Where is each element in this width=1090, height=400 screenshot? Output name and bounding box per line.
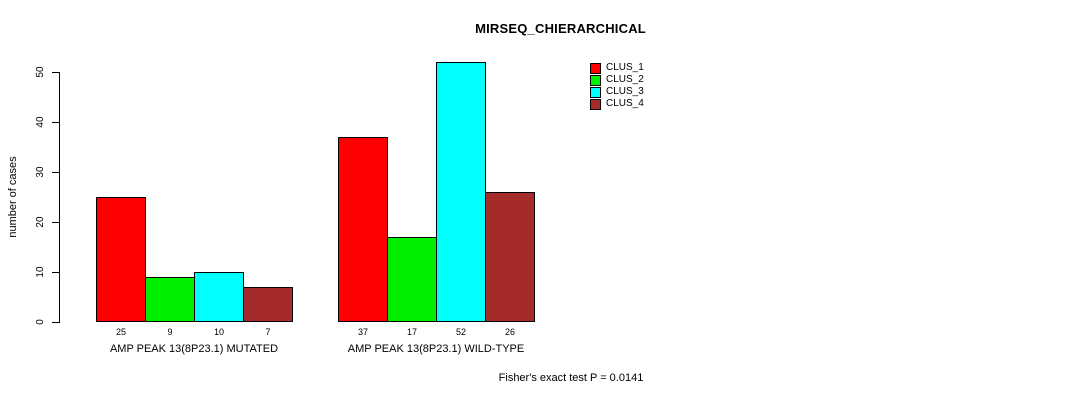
bar-value-label: 9	[167, 327, 173, 337]
legend-item-label: CLUS_4	[606, 98, 644, 109]
legend-item-clus_3: CLUS_3	[590, 86, 644, 98]
bar-value-label: 17	[406, 327, 417, 337]
legend-item-clus_1: CLUS_1	[590, 62, 644, 74]
y-axis-tick-label: 20	[35, 216, 46, 228]
category-label: AMP PEAK 13(8P23.1) MUTATED	[109, 343, 279, 355]
legend-swatch-icon	[590, 74, 601, 86]
bar-clus_1-group1	[96, 197, 146, 322]
y-axis-tick	[52, 72, 59, 73]
bar-value-label: 7	[265, 327, 271, 337]
y-axis-tick-label: 30	[35, 166, 46, 178]
bar-clus_1-group2	[338, 137, 388, 322]
legend: CLUS_1 CLUS_2 CLUS_3 CLUS_4	[590, 62, 644, 110]
y-axis-tick	[52, 272, 59, 273]
y-axis-tick	[52, 172, 59, 173]
legend-item-label: CLUS_2	[606, 74, 644, 85]
y-axis-tick-label: 50	[35, 66, 46, 78]
legend-item-clus_2: CLUS_2	[590, 74, 644, 86]
legend-item-label: CLUS_1	[606, 62, 644, 73]
legend-item-label: CLUS_3	[606, 86, 644, 97]
bar-clus_3-group2	[436, 62, 486, 322]
y-axis-tick-label: 40	[35, 116, 46, 128]
bar-clus_4-group2	[485, 192, 535, 322]
legend-swatch-icon	[590, 98, 601, 110]
y-axis-tick	[52, 322, 59, 323]
y-axis-line	[59, 72, 60, 323]
legend-swatch-icon	[590, 86, 601, 98]
y-axis-tick	[52, 122, 59, 123]
plot-area: 0 10 20 30 40 50 25 37 9 17 10 52 7 26 AMP PEAK 13(8P2…	[35, 62, 539, 355]
bar-value-label: 26	[504, 327, 515, 337]
bar-value-label: 10	[213, 327, 224, 337]
y-axis-tick-label: 10	[35, 266, 46, 278]
category-label: AMP PEAK 13(8P23.1) WILD-TYPE	[347, 343, 525, 355]
bar-value-label: 25	[115, 327, 126, 337]
bar-clus_4-group1	[243, 287, 293, 322]
bar-clus_3-group1	[194, 272, 244, 322]
legend-swatch-icon	[590, 62, 601, 74]
chart-title: MIRSEQ_CHIERARCHICAL	[475, 21, 646, 36]
legend-item-clus_4: CLUS_4	[590, 98, 644, 110]
bar-clus_2-group1	[145, 277, 195, 322]
bar-value-label: 52	[455, 327, 466, 337]
bar-value-label: 37	[357, 327, 368, 337]
p-value-annotation: Fisher's exact test P = 0.0141	[498, 372, 644, 384]
bar-clus_2-group2	[387, 237, 437, 322]
y-axis-tick-label: 0	[35, 319, 46, 325]
y-axis-tick	[52, 222, 59, 223]
y-axis-label: number of cases	[7, 156, 19, 238]
